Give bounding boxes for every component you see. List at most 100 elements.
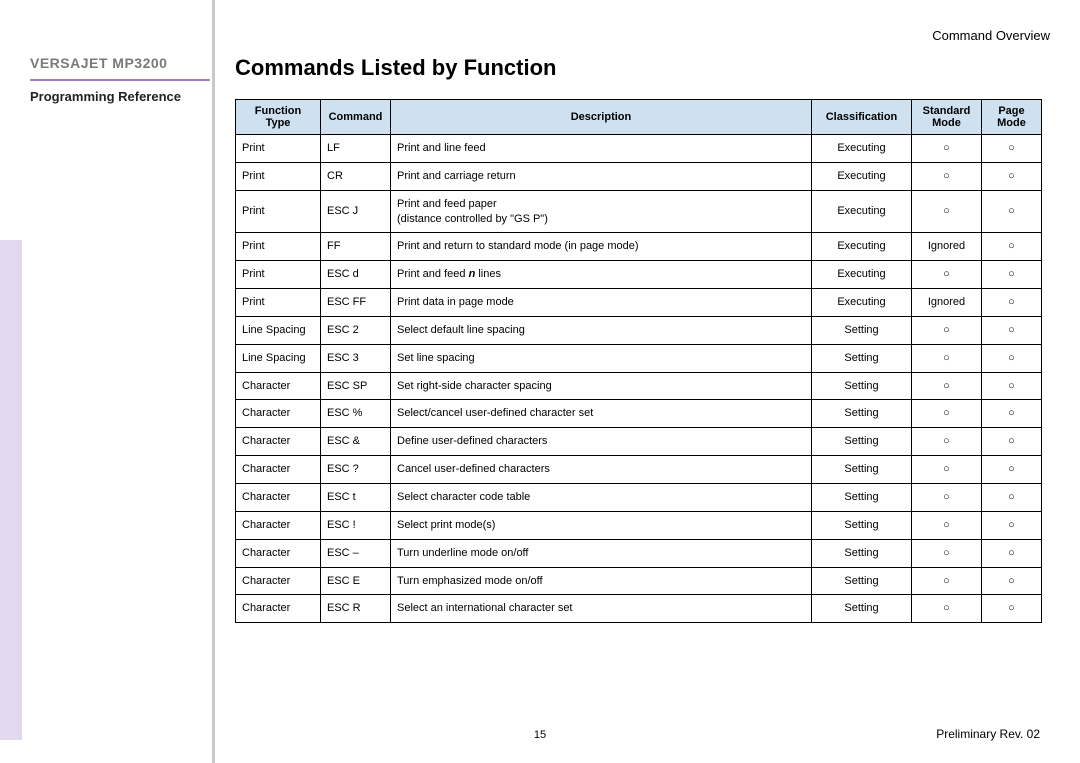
- cell-page-mode: ○: [982, 483, 1042, 511]
- cell-description: Print and carriage return: [391, 162, 812, 190]
- table-row: CharacterESC ETurn emphasized mode on/of…: [236, 567, 1042, 595]
- cell-description: Set line spacing: [391, 344, 812, 372]
- cell-function-type: Print: [236, 233, 321, 261]
- cell-description: Cancel user-defined characters: [391, 456, 812, 484]
- desc-text: Print and carriage return: [397, 169, 805, 184]
- cell-classification: Executing: [812, 162, 912, 190]
- cell-classification: Setting: [812, 539, 912, 567]
- desc-text: Print data in page mode: [397, 295, 805, 310]
- cell-function-type: Character: [236, 428, 321, 456]
- cell-standard-mode: Ignored: [912, 233, 982, 261]
- col-header-description: Description: [391, 100, 812, 135]
- footer-page-number: 15: [534, 729, 546, 741]
- cell-page-mode: ○: [982, 428, 1042, 456]
- cell-description: Define user-defined characters: [391, 428, 812, 456]
- cell-page-mode: ○: [982, 233, 1042, 261]
- cell-standard-mode: ○: [912, 511, 982, 539]
- table-row: CharacterESC ?Cancel user-defined charac…: [236, 456, 1042, 484]
- cell-classification: Setting: [812, 428, 912, 456]
- cell-standard-mode: ○: [912, 456, 982, 484]
- cell-function-type: Character: [236, 483, 321, 511]
- cell-classification: Setting: [812, 456, 912, 484]
- desc-text: Print and return to standard mode (in pa…: [397, 239, 805, 254]
- table-row: PrintESC dPrint and feed n linesExecutin…: [236, 261, 1042, 289]
- desc-text: Select/cancel user-defined character set: [397, 406, 805, 421]
- cell-description: Print and line feed: [391, 135, 812, 163]
- desc-text: Turn underline mode on/off: [397, 546, 805, 561]
- cell-description: Select character code table: [391, 483, 812, 511]
- desc-text: Select default line spacing: [397, 323, 805, 338]
- cell-classification: Executing: [812, 261, 912, 289]
- cell-command: CR: [321, 162, 391, 190]
- cell-page-mode: ○: [982, 261, 1042, 289]
- cell-standard-mode: Ignored: [912, 289, 982, 317]
- table-row: PrintLFPrint and line feedExecuting○○: [236, 135, 1042, 163]
- cell-description: Select an international character set: [391, 595, 812, 623]
- footer-revision: Preliminary Rev. 02: [936, 727, 1040, 741]
- cell-standard-mode: ○: [912, 428, 982, 456]
- cell-classification: Setting: [812, 511, 912, 539]
- desc-text: Set right-side character spacing: [397, 379, 805, 394]
- cell-page-mode: ○: [982, 511, 1042, 539]
- col-header-classification: Classification: [812, 100, 912, 135]
- cell-command: ESC 3: [321, 344, 391, 372]
- cell-function-type: Character: [236, 595, 321, 623]
- cell-command: ESC t: [321, 483, 391, 511]
- cell-function-type: Line Spacing: [236, 344, 321, 372]
- col-header-page-mode: Page Mode: [982, 100, 1042, 135]
- desc-text: Set line spacing: [397, 351, 805, 366]
- cell-page-mode: ○: [982, 316, 1042, 344]
- desc-subtext: (distance controlled by "GS P"): [397, 212, 805, 227]
- table-row: CharacterESC SP Set right-side character …: [236, 372, 1042, 400]
- cell-classification: Setting: [812, 344, 912, 372]
- desc-text: Select print mode(s): [397, 518, 805, 533]
- cell-command: ESC R: [321, 595, 391, 623]
- cell-standard-mode: ○: [912, 400, 982, 428]
- cell-function-type: Print: [236, 289, 321, 317]
- cell-standard-mode: ○: [912, 567, 982, 595]
- cell-function-type: Character: [236, 400, 321, 428]
- cell-standard-mode: ○: [912, 539, 982, 567]
- cell-command: ESC SP: [321, 372, 391, 400]
- commands-table: Function Type Command Description Classi…: [235, 99, 1042, 623]
- table-row: CharacterESC –Turn underline mode on/off…: [236, 539, 1042, 567]
- cell-command: ESC d: [321, 261, 391, 289]
- cell-classification: Setting: [812, 483, 912, 511]
- cell-command: ESC E: [321, 567, 391, 595]
- cell-page-mode: ○: [982, 190, 1042, 233]
- cell-command: ESC –: [321, 539, 391, 567]
- main-content: Commands Listed by Function Function Typ…: [235, 55, 1042, 623]
- cell-command: ESC &: [321, 428, 391, 456]
- desc-text: Define user-defined characters: [397, 434, 805, 449]
- cell-function-type: Print: [236, 190, 321, 233]
- cell-classification: Setting: [812, 400, 912, 428]
- table-row: CharacterESC % Select/cancel user-defined…: [236, 400, 1042, 428]
- cell-command: ESC %: [321, 400, 391, 428]
- cell-page-mode: ○: [982, 456, 1042, 484]
- cell-classification: Executing: [812, 233, 912, 261]
- desc-text: Select character code table: [397, 490, 805, 505]
- cell-command: ESC J: [321, 190, 391, 233]
- cell-standard-mode: ○: [912, 135, 982, 163]
- sidebar-subtitle: Programming Reference: [30, 89, 202, 104]
- table-row: CharacterESC ! Select print mode(s) Settin…: [236, 511, 1042, 539]
- table-row: Line SpacingESC 2Select default line spa…: [236, 316, 1042, 344]
- desc-text: Select an international character set: [397, 601, 805, 616]
- header-overview: Command Overview: [932, 28, 1050, 43]
- col-header-command: Command: [321, 100, 391, 135]
- cell-description: Print data in page mode: [391, 289, 812, 317]
- cell-description: Select default line spacing: [391, 316, 812, 344]
- table-row: Line SpacingESC 3 Set line spacing Setting…: [236, 344, 1042, 372]
- cell-classification: Executing: [812, 289, 912, 317]
- sidebar-divider: [30, 79, 210, 81]
- cell-command: ESC !: [321, 511, 391, 539]
- cell-function-type: Character: [236, 511, 321, 539]
- cell-function-type: Character: [236, 372, 321, 400]
- cell-description: Turn underline mode on/off: [391, 539, 812, 567]
- cell-function-type: Line Spacing: [236, 316, 321, 344]
- desc-text: Print and feed paper: [397, 197, 805, 212]
- cell-command: ESC ?: [321, 456, 391, 484]
- cell-classification: Executing: [812, 190, 912, 233]
- cell-page-mode: ○: [982, 372, 1042, 400]
- table-row: PrintFFPrint and return to standard mode…: [236, 233, 1042, 261]
